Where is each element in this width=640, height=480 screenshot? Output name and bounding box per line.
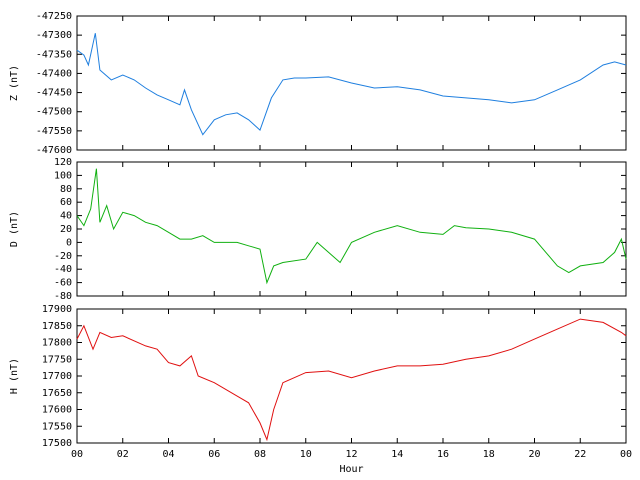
y-tick-label: -60 — [54, 278, 72, 289]
y-tick-label: 40 — [60, 211, 72, 222]
y-tick-label: 80 — [60, 184, 72, 195]
y-tick-label: -47300 — [36, 30, 72, 41]
y-tick-label: 17850 — [42, 321, 72, 332]
y-tick-label: 17600 — [42, 405, 72, 416]
x-tick-label: 00 — [71, 449, 83, 460]
x-tick-label: 14 — [391, 449, 403, 460]
y-tick-label: -47350 — [36, 49, 72, 60]
x-tick-label: 22 — [574, 449, 586, 460]
y-tick-label: -47400 — [36, 68, 72, 79]
x-tick-label: 10 — [300, 449, 312, 460]
y-tick-label: -47250 — [36, 11, 72, 22]
y-tick-label: 0 — [66, 237, 72, 248]
x-tick-label: 00 — [620, 449, 632, 460]
y-tick-label: 17750 — [42, 354, 72, 365]
y-axis-label: D (nT) — [9, 211, 20, 247]
y-axis-label: H (nT) — [9, 358, 20, 394]
x-tick-label: 16 — [437, 449, 449, 460]
x-tick-label: 04 — [162, 449, 174, 460]
y-tick-label: -47550 — [36, 126, 72, 137]
y-tick-label: 17900 — [42, 304, 72, 315]
y-axis-label: Z (nT) — [9, 65, 20, 101]
data-line — [76, 168, 627, 285]
y-tick-label: -47450 — [36, 88, 72, 99]
y-tick-label: 120 — [54, 157, 72, 168]
y-tick-label: 17800 — [42, 338, 72, 349]
y-tick-label: -80 — [54, 291, 72, 302]
y-tick-label: 17700 — [42, 371, 72, 382]
y-tick-label: 20 — [60, 224, 72, 235]
y-tick-label: 17650 — [42, 388, 72, 399]
x-tick-label: 08 — [254, 449, 266, 460]
y-tick-label: -40 — [54, 264, 72, 275]
x-tick-label: 20 — [528, 449, 540, 460]
y-tick-label: 17550 — [42, 421, 72, 432]
y-tick-label: 60 — [60, 197, 72, 208]
panel-frame — [76, 161, 627, 297]
x-tick-label: 06 — [208, 449, 220, 460]
y-tick-label: -47600 — [36, 145, 72, 156]
x-axis-label: Hour — [339, 464, 363, 475]
y-tick-label: -47500 — [36, 107, 72, 118]
x-tick-label: 02 — [117, 449, 129, 460]
data-line — [76, 318, 627, 442]
y-tick-label: -20 — [54, 251, 72, 262]
x-tick-label: 12 — [345, 449, 357, 460]
y-tick-label: 100 — [54, 170, 72, 181]
panel-frame — [76, 308, 627, 444]
y-tick-label: 17500 — [42, 438, 72, 449]
x-tick-label: 18 — [483, 449, 495, 460]
data-line — [76, 33, 627, 136]
